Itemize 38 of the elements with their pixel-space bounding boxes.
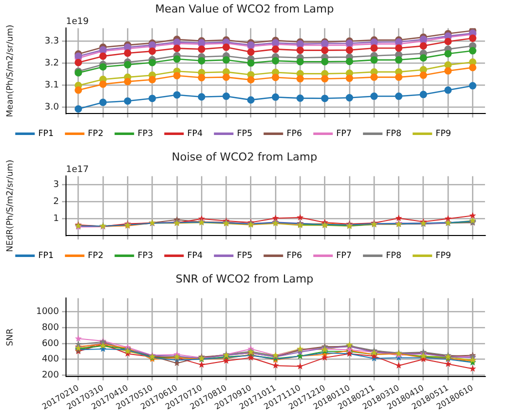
chart-title: Noise of WCO2 from Lamp — [172, 150, 318, 164]
y-tick-label: 600 — [42, 338, 60, 349]
legend-label: FP2 — [88, 250, 104, 261]
legend-label: FP6 — [286, 250, 302, 261]
text: 1e17 — [66, 165, 89, 176]
legend-label: FP8 — [386, 128, 402, 139]
y-tick-label: 1000 — [36, 307, 60, 318]
legend-label: FP7 — [336, 250, 352, 261]
y-axis-title: Mean(Ph/S/m2/sr/um) — [5, 24, 16, 118]
y-tick-label: 3.3 — [44, 36, 59, 47]
legend-label: FP8 — [386, 250, 402, 261]
legend-label: FP3 — [138, 250, 154, 261]
y-tick-label: 3.2 — [44, 58, 59, 69]
chart-title: SNR of WCO2 from Lamp — [176, 272, 314, 286]
y-tick-label: 200 — [42, 370, 60, 380]
legend-label: FP7 — [336, 128, 352, 139]
legend-label: FP6 — [286, 128, 302, 139]
legend-label: FP9 — [436, 250, 452, 261]
legend-label: FP4 — [187, 250, 203, 261]
y-axis-title: SNR — [5, 328, 16, 346]
legend-label: FP4 — [187, 128, 203, 139]
legend-label: FP2 — [88, 128, 104, 139]
legend-label: FP1 — [38, 128, 54, 139]
text: 1e19 — [66, 17, 89, 28]
legend-label: FP1 — [38, 250, 54, 261]
y-tick-label: 400 — [42, 354, 60, 365]
y-tick-label: 3.1 — [44, 80, 59, 90]
y-tick-label: 3.0 — [44, 102, 60, 112]
legend-label: FP3 — [138, 128, 154, 139]
y-tick-label: 800 — [42, 322, 60, 333]
legend-label: FP5 — [236, 128, 252, 139]
legend-label: FP9 — [436, 128, 452, 139]
legend-label: FP5 — [236, 250, 252, 261]
y-tick-label: 2 — [53, 196, 59, 207]
y-tick-label: 3 — [53, 180, 59, 190]
y-tick-label: 1 — [53, 214, 59, 224]
y-axis-title: NEdR(Ph/S/m2/sr/um) — [5, 160, 16, 252]
chart-title: Mean Value of WCO2 from Lamp — [155, 2, 334, 16]
